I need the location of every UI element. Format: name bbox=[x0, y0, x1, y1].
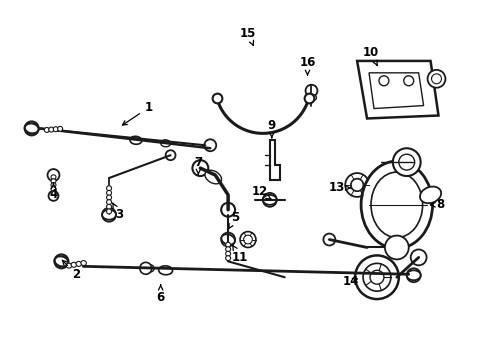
Circle shape bbox=[244, 235, 252, 244]
Circle shape bbox=[54, 255, 69, 268]
Ellipse shape bbox=[107, 204, 112, 209]
Ellipse shape bbox=[226, 256, 231, 261]
Text: 5: 5 bbox=[228, 211, 239, 229]
Ellipse shape bbox=[107, 209, 112, 214]
Ellipse shape bbox=[143, 264, 154, 272]
Circle shape bbox=[379, 76, 389, 86]
Circle shape bbox=[411, 249, 427, 265]
Ellipse shape bbox=[307, 94, 317, 101]
Ellipse shape bbox=[226, 242, 231, 247]
Ellipse shape bbox=[76, 261, 81, 266]
Circle shape bbox=[393, 148, 420, 176]
Ellipse shape bbox=[54, 256, 68, 266]
Polygon shape bbox=[369, 73, 424, 109]
Ellipse shape bbox=[102, 210, 116, 220]
Text: 14: 14 bbox=[343, 275, 359, 288]
Text: 10: 10 bbox=[363, 46, 379, 65]
Text: 2: 2 bbox=[62, 260, 80, 281]
Text: 1: 1 bbox=[122, 101, 153, 125]
Circle shape bbox=[221, 233, 235, 247]
Circle shape bbox=[345, 173, 369, 197]
Ellipse shape bbox=[66, 263, 72, 268]
Ellipse shape bbox=[25, 123, 39, 134]
Circle shape bbox=[166, 150, 175, 160]
Ellipse shape bbox=[226, 251, 231, 256]
Ellipse shape bbox=[107, 195, 112, 200]
Circle shape bbox=[240, 231, 256, 247]
Circle shape bbox=[355, 255, 399, 299]
Circle shape bbox=[49, 191, 58, 201]
Ellipse shape bbox=[51, 175, 56, 179]
Ellipse shape bbox=[161, 140, 171, 147]
Ellipse shape bbox=[159, 266, 172, 275]
Circle shape bbox=[351, 179, 363, 191]
Polygon shape bbox=[270, 140, 280, 180]
Circle shape bbox=[102, 208, 116, 222]
Text: 15: 15 bbox=[240, 27, 256, 45]
Ellipse shape bbox=[420, 186, 441, 203]
Circle shape bbox=[407, 268, 420, 282]
Text: 16: 16 bbox=[299, 57, 316, 75]
Circle shape bbox=[404, 76, 414, 86]
Circle shape bbox=[370, 270, 384, 284]
Ellipse shape bbox=[81, 261, 86, 266]
Ellipse shape bbox=[107, 186, 112, 191]
Ellipse shape bbox=[205, 170, 221, 184]
Ellipse shape bbox=[51, 191, 56, 195]
Text: 4: 4 bbox=[49, 183, 58, 201]
Ellipse shape bbox=[263, 195, 277, 205]
Circle shape bbox=[306, 85, 318, 96]
Text: 3: 3 bbox=[113, 203, 123, 221]
Text: 12: 12 bbox=[252, 185, 271, 199]
Ellipse shape bbox=[107, 190, 112, 195]
Ellipse shape bbox=[71, 262, 76, 267]
Circle shape bbox=[399, 154, 415, 170]
Circle shape bbox=[263, 193, 277, 207]
Ellipse shape bbox=[51, 183, 56, 187]
Circle shape bbox=[193, 160, 208, 176]
Circle shape bbox=[204, 139, 216, 151]
Ellipse shape bbox=[130, 136, 142, 144]
Ellipse shape bbox=[58, 126, 63, 131]
Circle shape bbox=[221, 203, 235, 217]
Circle shape bbox=[385, 235, 409, 260]
Circle shape bbox=[363, 264, 391, 291]
Circle shape bbox=[432, 74, 441, 84]
Text: 8: 8 bbox=[430, 198, 444, 211]
Circle shape bbox=[323, 234, 335, 246]
Ellipse shape bbox=[371, 172, 422, 238]
Circle shape bbox=[48, 169, 59, 181]
Ellipse shape bbox=[53, 127, 58, 132]
Ellipse shape bbox=[51, 179, 56, 183]
Circle shape bbox=[24, 121, 39, 135]
Ellipse shape bbox=[407, 270, 420, 280]
Text: 11: 11 bbox=[232, 246, 248, 264]
Ellipse shape bbox=[107, 199, 112, 205]
Ellipse shape bbox=[51, 187, 56, 191]
Ellipse shape bbox=[49, 127, 54, 132]
Text: 9: 9 bbox=[268, 119, 276, 138]
Ellipse shape bbox=[45, 127, 49, 132]
Circle shape bbox=[140, 262, 152, 274]
Circle shape bbox=[428, 70, 445, 88]
Polygon shape bbox=[357, 61, 439, 118]
Text: 6: 6 bbox=[156, 285, 165, 303]
Text: 7: 7 bbox=[195, 156, 202, 174]
Ellipse shape bbox=[221, 234, 235, 245]
Circle shape bbox=[350, 179, 364, 192]
Ellipse shape bbox=[226, 247, 231, 252]
Ellipse shape bbox=[361, 161, 433, 248]
Text: 13: 13 bbox=[329, 181, 351, 194]
